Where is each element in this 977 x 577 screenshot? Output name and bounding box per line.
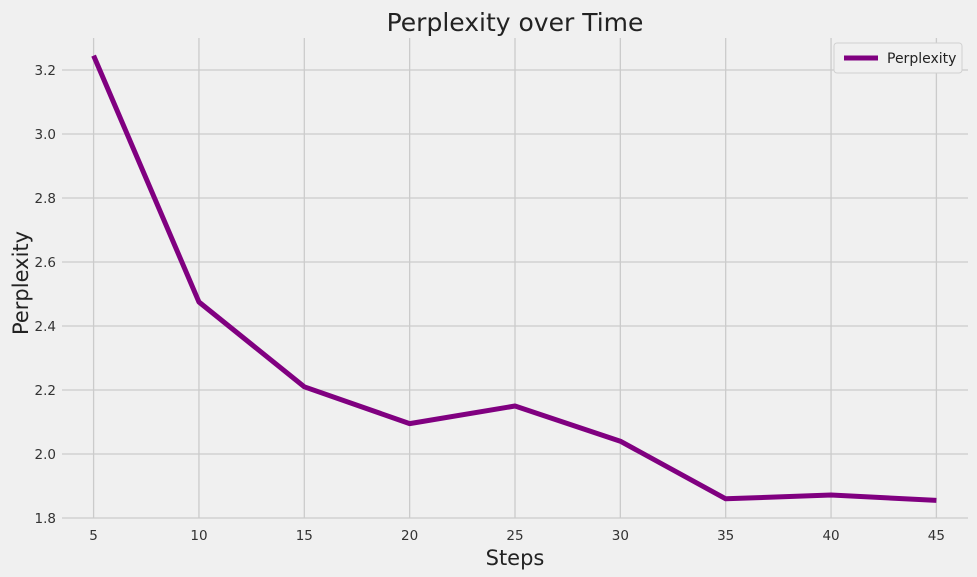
legend-label: Perplexity [887, 51, 956, 67]
x-tick-label: 10 [190, 528, 207, 544]
x-tick-label: 5 [89, 528, 98, 544]
legend: Perplexity [833, 42, 963, 74]
y-axis-label: Perplexity [9, 231, 33, 335]
y-tick-label: 2.8 [35, 191, 56, 207]
series-layer [91, 54, 937, 503]
x-axis-label: Steps [486, 546, 545, 570]
grid [62, 38, 968, 519]
x-tick-label: 15 [296, 528, 313, 544]
x-tick-label: 45 [928, 528, 945, 544]
chart-title: Perplexity over Time [387, 8, 644, 37]
x-tick-label: 20 [401, 528, 418, 544]
y-tick-label: 2.6 [35, 255, 56, 271]
y-tick-label: 3.2 [35, 63, 56, 79]
y-tick-label: 3.0 [35, 127, 56, 143]
legend-box [833, 42, 963, 74]
y-tick-label: 2.4 [35, 319, 56, 335]
x-tick-label: 40 [822, 528, 839, 544]
x-tick-label: 25 [506, 528, 523, 544]
tick-labels: 5 10 15 20 25 30 35 40 45 1.8 2.0 2.2 2.4 2.6 2.8 3.0 3.… [35, 63, 945, 544]
x-tick-label: 30 [612, 528, 629, 544]
y-tick-label: 1.8 [35, 511, 56, 527]
y-tick-label: 2.0 [35, 447, 56, 463]
y-tick-label: 2.2 [35, 383, 56, 399]
x-tick-label: 35 [717, 528, 734, 544]
